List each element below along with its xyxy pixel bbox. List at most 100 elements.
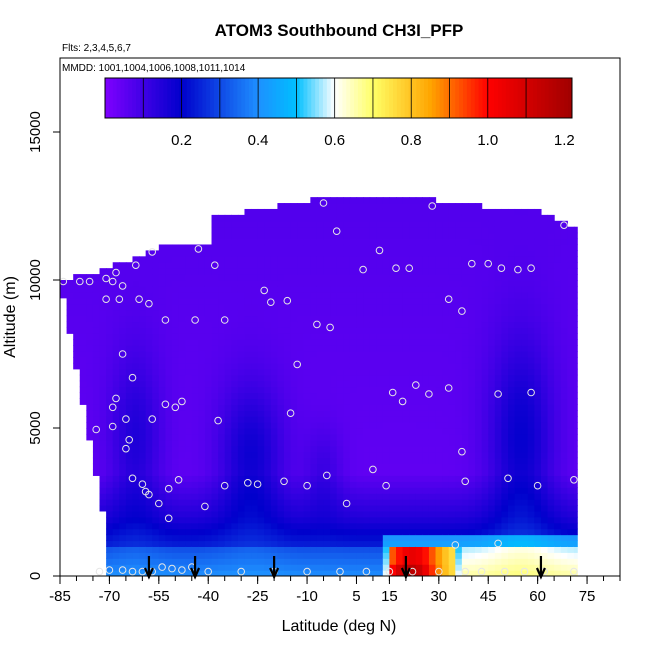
field-cell [218, 546, 226, 553]
field-cell [442, 368, 450, 376]
field-cell [330, 540, 338, 547]
field-cell [508, 214, 516, 222]
field-cell [303, 528, 311, 536]
field-cell [284, 416, 292, 423]
field-cell [369, 226, 377, 234]
field-cell [514, 481, 522, 488]
field-cell [158, 327, 167, 334]
field-cell [567, 280, 575, 287]
field-cell [172, 433, 180, 441]
field-cell [540, 546, 549, 553]
field-cell [336, 510, 344, 518]
field-cell [132, 303, 140, 311]
field-cell [224, 309, 232, 317]
field-cell [297, 280, 305, 287]
field-cell [284, 280, 292, 287]
sample-point [211, 261, 219, 270]
field-cell [277, 522, 285, 530]
field-cell [297, 570, 305, 576]
field-cell [218, 504, 226, 512]
field-cell [428, 487, 437, 494]
field-cell [336, 522, 344, 530]
field-cell [198, 540, 206, 547]
field-cell [468, 445, 476, 453]
field-cell [139, 469, 147, 476]
field-cell [316, 392, 325, 399]
field-cell [99, 487, 107, 494]
field-cell [132, 327, 140, 334]
field-cell [330, 345, 338, 352]
field-cell [172, 487, 180, 494]
x-tick-label: 30 [430, 588, 447, 605]
colorbar-segment [291, 78, 297, 118]
field-cell [435, 380, 443, 388]
field-cell [521, 546, 529, 553]
field-cell [573, 244, 578, 251]
field-cell [145, 463, 153, 471]
field-cell [172, 250, 180, 257]
field-cell [415, 285, 423, 293]
field-cell [534, 522, 542, 530]
field-cell [139, 345, 147, 352]
colorbar-segment [346, 78, 351, 118]
field-cell [527, 564, 535, 571]
field-cell [165, 445, 173, 453]
field-cell [376, 487, 384, 494]
field-cell [198, 309, 206, 317]
field-cell [224, 291, 232, 299]
field-cell [139, 285, 147, 293]
field-cell [363, 250, 371, 257]
field-cell [270, 368, 279, 376]
field-cell [461, 410, 470, 417]
field-cell [152, 570, 160, 576]
field-cell [442, 208, 450, 216]
field-cell [494, 570, 503, 576]
field-cell [356, 374, 364, 382]
field-cell [481, 345, 489, 352]
field-cell [125, 333, 134, 340]
field-cell [165, 374, 173, 382]
field-cell [508, 232, 516, 240]
field-cell [132, 540, 140, 547]
field-cell [369, 534, 377, 542]
field-cell [415, 558, 423, 565]
field-cell [92, 386, 101, 394]
field-cell [185, 552, 193, 559]
x-tick-label: 45 [480, 588, 497, 605]
field-cell [363, 504, 371, 512]
field-cell [428, 564, 437, 571]
field-cell [224, 428, 232, 435]
field-cell [237, 398, 246, 405]
field-cell [99, 351, 107, 358]
field-cell [303, 422, 311, 429]
field-cell [132, 285, 140, 293]
field-cell [224, 244, 232, 251]
sample-point [570, 567, 578, 576]
field-cell [435, 510, 443, 518]
field-cell [488, 481, 496, 488]
field-cell [369, 297, 377, 305]
field-cell [382, 250, 391, 257]
field-cell [86, 422, 94, 429]
field-cell [237, 362, 246, 370]
field-cell [310, 256, 318, 263]
field-cell [218, 256, 226, 263]
colorbar: 0.2 0.4 0.6 0.8 1.0 1.2 [104, 77, 575, 149]
field-cell [435, 410, 443, 417]
field-cell [547, 546, 555, 553]
field-cell [534, 546, 542, 553]
field-cell [540, 428, 549, 435]
field-cell [461, 398, 470, 405]
colorbar-segment [210, 78, 215, 118]
field-cell [185, 558, 193, 565]
field-cell [284, 321, 292, 328]
field-cell [99, 469, 107, 476]
field-cell [428, 528, 437, 536]
field-cell [257, 457, 265, 465]
field-cell [270, 392, 279, 399]
field-cell [106, 546, 114, 553]
field-cell [448, 220, 456, 228]
field-cell [330, 303, 338, 311]
field-cell [92, 321, 101, 328]
field-cell [237, 268, 246, 275]
